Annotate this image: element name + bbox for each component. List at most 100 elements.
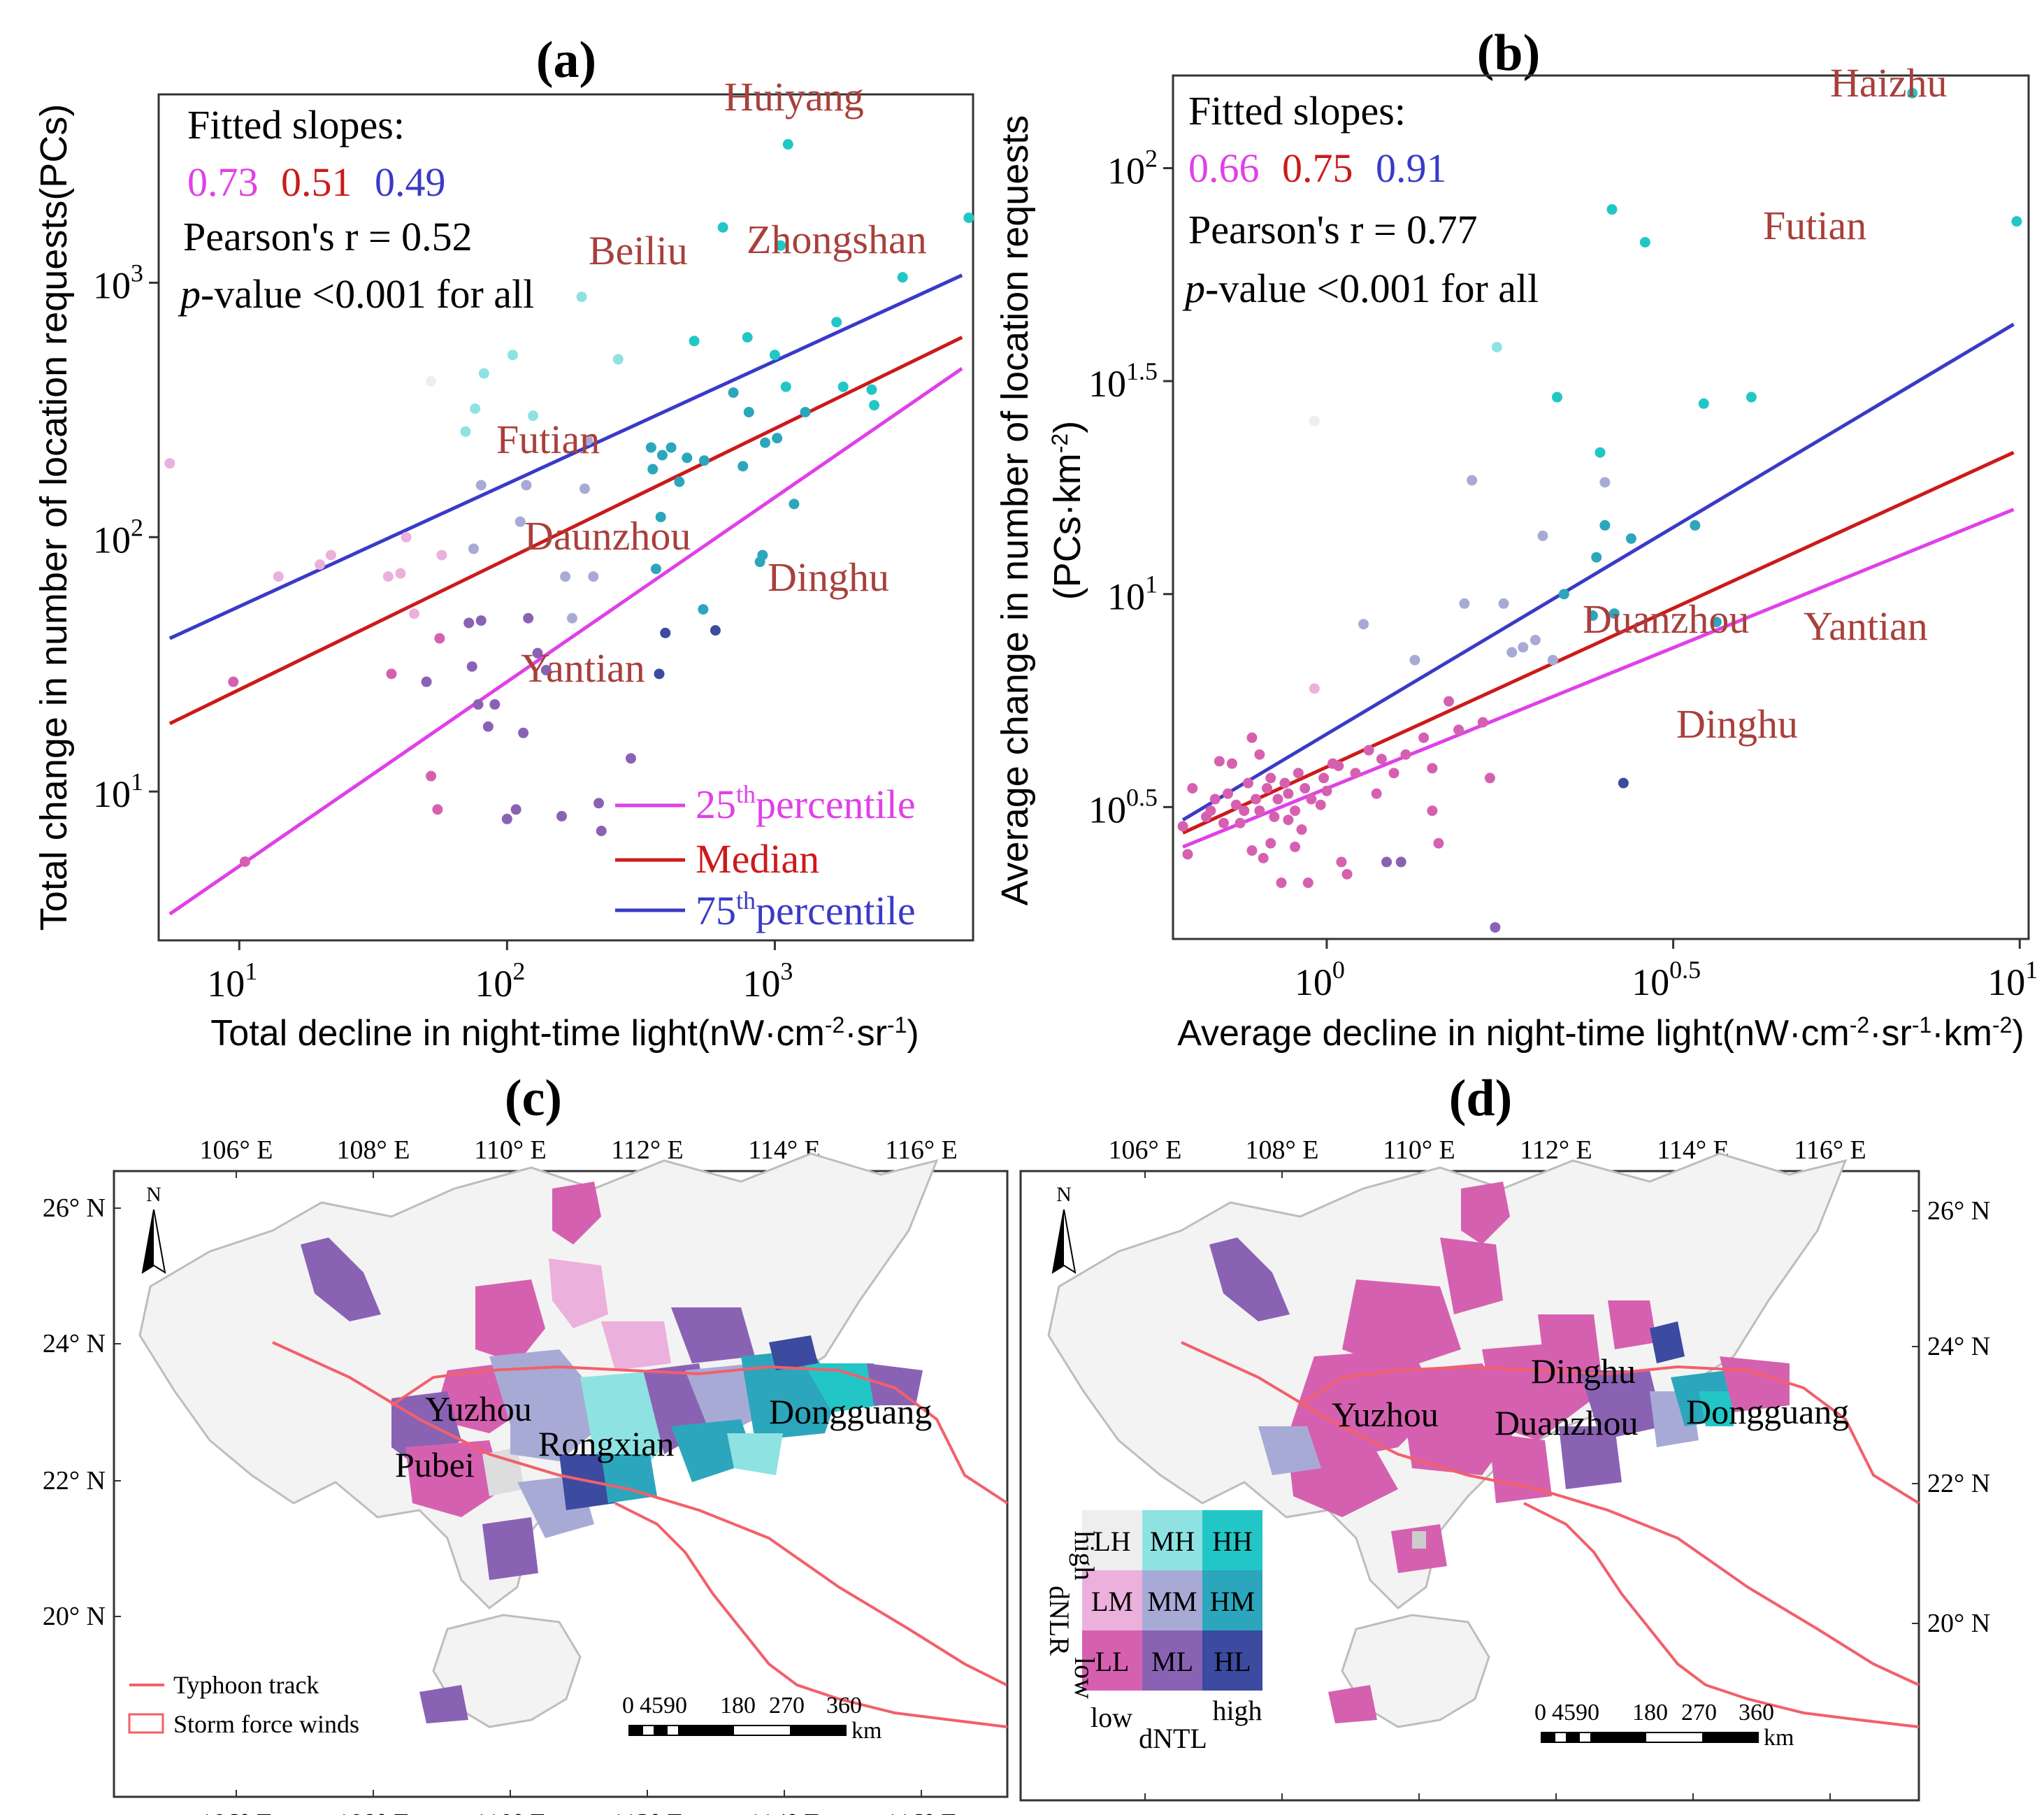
panel-a-x-ticks: 101 102 103	[207, 940, 793, 1005]
panel-b-x-axis-label: Average decline in night-time light(nW·c…	[1177, 1012, 2024, 1054]
data-point	[710, 625, 721, 636]
scale-c-2: 180	[720, 1693, 756, 1719]
data-point	[1443, 696, 1454, 707]
x-tick-label: 100.5	[1632, 956, 1701, 1003]
region-d-21	[1412, 1531, 1426, 1549]
longitude-label: 112° E	[611, 1135, 684, 1165]
data-point	[1599, 477, 1611, 488]
region-c-26	[419, 1685, 468, 1723]
region-d-3	[1440, 1238, 1503, 1314]
data-point	[1235, 817, 1246, 828]
data-point	[1177, 821, 1188, 832]
fit-line-p25	[1182, 508, 2015, 849]
region-c-10	[405, 1440, 503, 1517]
data-point	[1506, 647, 1518, 658]
scale-d-seg-3	[1590, 1732, 1646, 1742]
panel-b-plot-frame	[1172, 74, 2030, 940]
data-point	[800, 406, 811, 417]
bivariate-cell-hm	[1202, 1570, 1262, 1630]
bivariate-cell-mh	[1142, 1510, 1202, 1570]
region-c-16	[601, 1454, 657, 1503]
scale-d-4: 360	[1739, 1700, 1774, 1726]
data-point	[470, 403, 481, 414]
data-point	[1321, 785, 1332, 796]
data-point	[1618, 777, 1629, 789]
bivariate-cell-label: ML	[1151, 1646, 1193, 1677]
data-point	[1205, 805, 1216, 817]
data-point	[382, 571, 394, 582]
region-c-20	[804, 1363, 881, 1412]
panel-a-slope-p75: 0.49	[375, 159, 446, 205]
data-point	[560, 571, 571, 582]
longitude-label: 108° E	[1246, 1812, 1319, 1815]
region-c-2	[552, 1182, 601, 1244]
scale-c-0: 0	[622, 1693, 634, 1719]
panel-d-north-label: N	[1056, 1183, 1072, 1206]
longitude-label: 108° E	[337, 1809, 410, 1815]
data-point	[1302, 877, 1314, 889]
data-point	[1296, 824, 1307, 835]
data-point	[518, 727, 529, 738]
data-point	[760, 437, 771, 448]
data-point	[869, 400, 880, 411]
panel-d-regions	[1209, 1182, 1790, 1723]
data-point	[1258, 852, 1269, 863]
data-point	[1336, 856, 1347, 868]
data-point	[576, 292, 587, 303]
data-point	[655, 511, 666, 522]
data-point	[1290, 841, 1301, 852]
longitude-label: 106° E	[200, 1135, 273, 1165]
data-point	[1698, 398, 1709, 409]
data-point	[1409, 654, 1420, 666]
data-point	[1606, 204, 1618, 215]
latitude-label: 22° N	[43, 1466, 106, 1495]
data-point	[1418, 732, 1430, 743]
data-point	[401, 531, 412, 543]
data-point	[1625, 533, 1636, 544]
x-tick-label: 102	[475, 957, 525, 1005]
region-c-24	[867, 1363, 923, 1405]
panel-d-north-arrow: N	[1051, 1183, 1077, 1275]
place-d-dongguang: Dongguang	[1686, 1392, 1849, 1431]
panel-b-slope-p25: 0.66	[1188, 145, 1260, 191]
panel-a-pearson: Pearson's r = 0.52	[183, 214, 473, 259]
region-c-1	[301, 1238, 381, 1321]
region-c-25	[482, 1517, 538, 1580]
data-point	[689, 336, 700, 347]
panel-b-points	[1177, 87, 2022, 933]
scale-d-seg-1	[1541, 1732, 1555, 1742]
bivariate-cell-label: HM	[1210, 1586, 1255, 1617]
data-point	[1400, 749, 1411, 760]
data-point	[757, 550, 768, 561]
data-point	[742, 332, 753, 343]
data-point	[1547, 654, 1558, 666]
bivariate-cell-lh	[1082, 1510, 1142, 1570]
data-point	[674, 476, 685, 487]
panel-a-y-axis-label: Total change in number of location reque…	[33, 104, 75, 931]
scale-c-unit: km	[851, 1718, 881, 1744]
scale-d-seg-2	[1566, 1732, 1580, 1742]
longitude-label: 116° E	[885, 1809, 958, 1815]
data-point	[386, 668, 397, 680]
data-point	[1239, 805, 1250, 817]
panel-d: (d) 106° E 108° E 110° E 112° E 114° E 116° E…	[1019, 1070, 1990, 1815]
data-point	[2011, 216, 2022, 227]
scale-d-2: 180	[1632, 1700, 1668, 1726]
data-point	[1453, 724, 1464, 736]
y-tick-label: 102	[93, 513, 143, 561]
bivariate-cell-lm	[1082, 1570, 1142, 1630]
data-point	[717, 222, 728, 233]
fit-line-median	[168, 336, 963, 726]
data-point	[1290, 805, 1301, 817]
data-point	[596, 825, 607, 836]
panel-c-legend: Typhoon track Storm force winds	[128, 1671, 359, 1738]
data-point	[1907, 87, 1918, 99]
data-point	[1746, 392, 1757, 403]
panel-d-scale-bar: 0 4590 180 270 360 km	[1534, 1700, 1794, 1751]
data-point	[1254, 749, 1265, 760]
fit-line-p25	[168, 367, 963, 916]
data-point	[556, 810, 568, 822]
longitude-label: 116° E	[885, 1135, 958, 1165]
longitude-label: 106° E	[1109, 1812, 1182, 1815]
data-point	[1376, 754, 1387, 765]
